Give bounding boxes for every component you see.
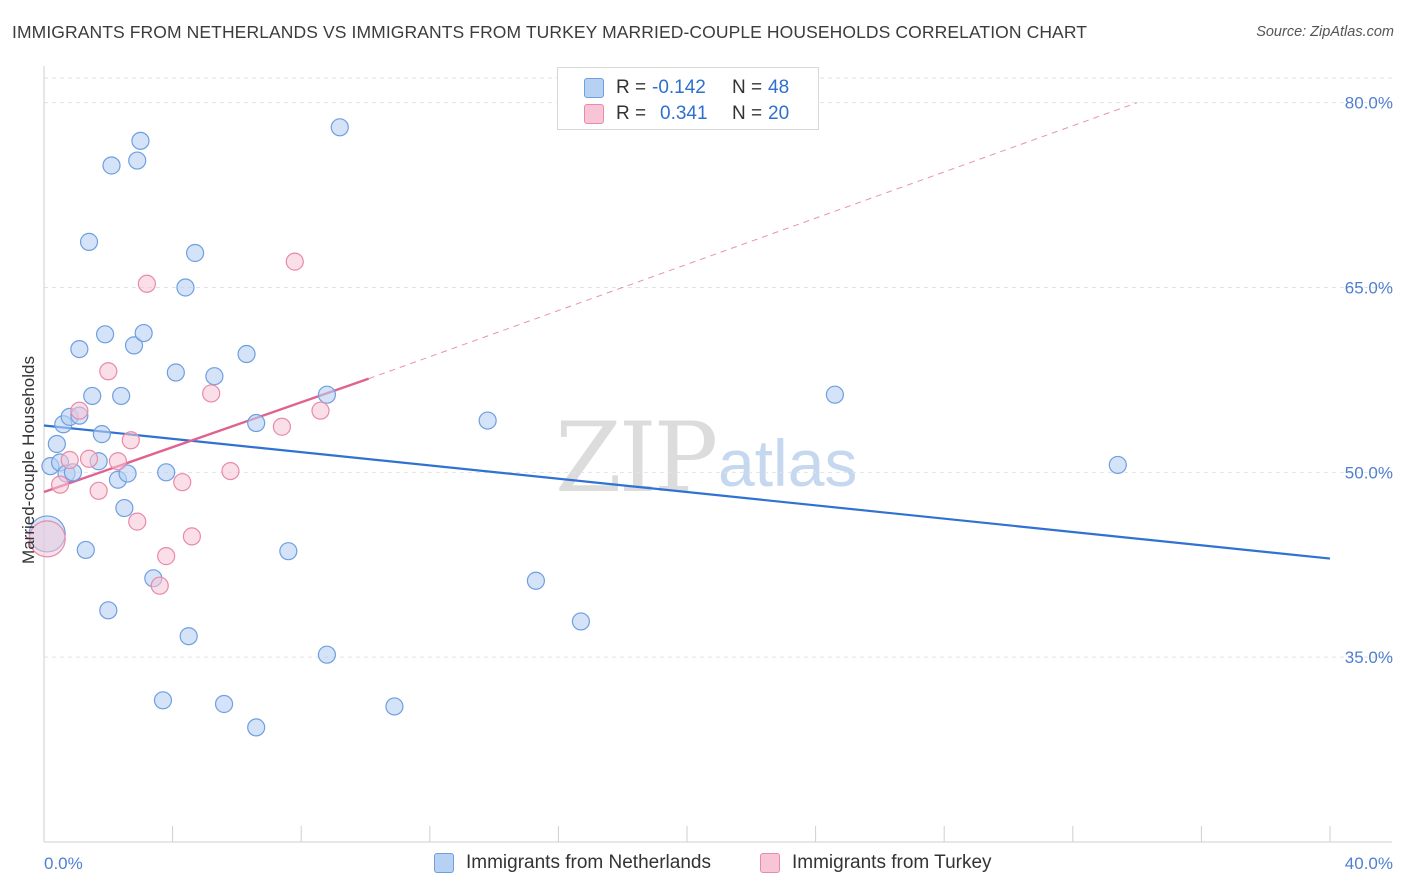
- netherlands-point: [124, 336, 144, 355]
- axis-layer: [43, 66, 1392, 843]
- netherlands-point: [571, 612, 591, 631]
- netherlands-point: [179, 627, 198, 646]
- turkey-point: [70, 401, 89, 420]
- legend-r-label: R =: [616, 103, 647, 124]
- trend-layer: [43, 102, 1331, 560]
- turkey-point: [150, 576, 169, 595]
- turkey-trend-line: [43, 377, 370, 494]
- netherlands-point: [317, 385, 337, 404]
- netherlands-point: [176, 278, 195, 297]
- x-tick-label: 40.0%: [1345, 854, 1393, 873]
- turkey-point: [272, 417, 292, 436]
- series-label-turkey: Immigrants from Turkey: [792, 852, 992, 873]
- legend-swatch-netherlands: [584, 78, 604, 98]
- netherlands-point: [186, 243, 205, 263]
- netherlands-point: [131, 131, 150, 150]
- netherlands-point: [99, 601, 118, 620]
- netherlands-point: [237, 344, 256, 364]
- netherlands-point: [157, 463, 176, 482]
- x-tick-label: 0.0%: [44, 854, 83, 873]
- netherlands-point: [102, 156, 121, 175]
- netherlands-point: [153, 691, 173, 710]
- watermark-atlas: atlas: [718, 426, 858, 500]
- chart-title: IMMIGRANTS FROM NETHERLANDS VS IMMIGRANT…: [12, 22, 1088, 42]
- turkey-point: [50, 475, 70, 494]
- y-tick-label: 65.0%: [1345, 278, 1393, 297]
- netherlands-point: [279, 542, 298, 561]
- netherlands-point: [330, 118, 349, 137]
- watermark-zip: ZIP: [555, 402, 718, 514]
- legend-r-value: 0.341: [660, 103, 708, 124]
- y-tick-label: 80.0%: [1345, 94, 1393, 113]
- series-swatch-netherlands: [434, 853, 454, 873]
- y-tick-label: 50.0%: [1345, 463, 1393, 482]
- netherlands-point: [247, 718, 266, 737]
- legend-r-label: R =: [616, 77, 647, 98]
- netherlands-point: [205, 367, 224, 386]
- netherlands-point: [79, 232, 99, 251]
- netherlands-point: [166, 363, 185, 382]
- netherlands-point: [83, 386, 102, 406]
- netherlands-point: [1108, 455, 1127, 475]
- netherlands-point: [118, 464, 137, 483]
- netherlands-point: [76, 540, 95, 560]
- netherlands-point: [70, 339, 89, 359]
- netherlands-point: [112, 386, 131, 406]
- netherlands-point: [385, 697, 404, 716]
- netherlands-point: [134, 323, 153, 343]
- turkey-point: [285, 252, 304, 271]
- netherlands-point: [825, 385, 844, 404]
- legend-r-value: -0.142: [652, 77, 706, 98]
- netherlands-point: [47, 434, 66, 454]
- netherlands-point: [478, 411, 497, 430]
- turkey-trend-extension: [368, 102, 1138, 380]
- series-legend-turkey: Immigrants from Turkey: [760, 852, 992, 874]
- legend-n-label: N =: [732, 77, 763, 98]
- netherlands-point: [317, 645, 337, 664]
- series-label-netherlands: Immigrants from Netherlands: [466, 852, 711, 873]
- source-credit: Source: ZipAtlas.com: [1256, 24, 1394, 40]
- legend-n-label: N =: [732, 103, 763, 124]
- netherlands-point: [214, 694, 234, 714]
- turkey-point: [99, 362, 118, 381]
- netherlands-point: [128, 151, 147, 170]
- turkey-point: [79, 449, 99, 468]
- netherlands-point: [95, 325, 115, 344]
- turkey-point: [311, 401, 330, 420]
- netherlands-trend-line: [43, 424, 1331, 560]
- turkey-point: [221, 461, 240, 481]
- turkey-point: [108, 452, 128, 471]
- netherlands-point: [526, 571, 545, 590]
- legend-n-value: 48: [768, 77, 790, 98]
- legend-swatch-turkey: [584, 104, 604, 124]
- netherlands-point: [247, 413, 266, 433]
- y-axis-label: Married-couple Households: [19, 356, 38, 564]
- grid-layer: [44, 77, 1392, 658]
- turkey-point: [173, 473, 192, 492]
- turkey-point: [202, 384, 221, 403]
- turkey-point: [121, 431, 140, 450]
- turkey-point: [128, 512, 147, 531]
- series-swatch-turkey: [760, 853, 780, 873]
- point-layer: [28, 118, 1127, 737]
- turkey-point: [137, 274, 156, 293]
- label-layer: 35.0% 50.0% 65.0% 80.0% 0.0% 40.0% Married-cou…: [19, 94, 1393, 873]
- correlation-legend: R = -0.142 N = 48 R = 0.341 N = 20: [557, 67, 819, 130]
- turkey-point: [89, 481, 108, 500]
- netherlands-point: [115, 498, 134, 518]
- netherlands-point: [92, 425, 111, 444]
- legend-n-value: 20: [768, 103, 790, 124]
- turkey-point: [60, 450, 79, 470]
- y-tick-label: 35.0%: [1345, 648, 1393, 667]
- turkey-point: [182, 527, 201, 546]
- series-legend-netherlands: Immigrants from Netherlands: [434, 852, 711, 874]
- turkey-point: [157, 547, 176, 566]
- turkey-point: [28, 520, 66, 558]
